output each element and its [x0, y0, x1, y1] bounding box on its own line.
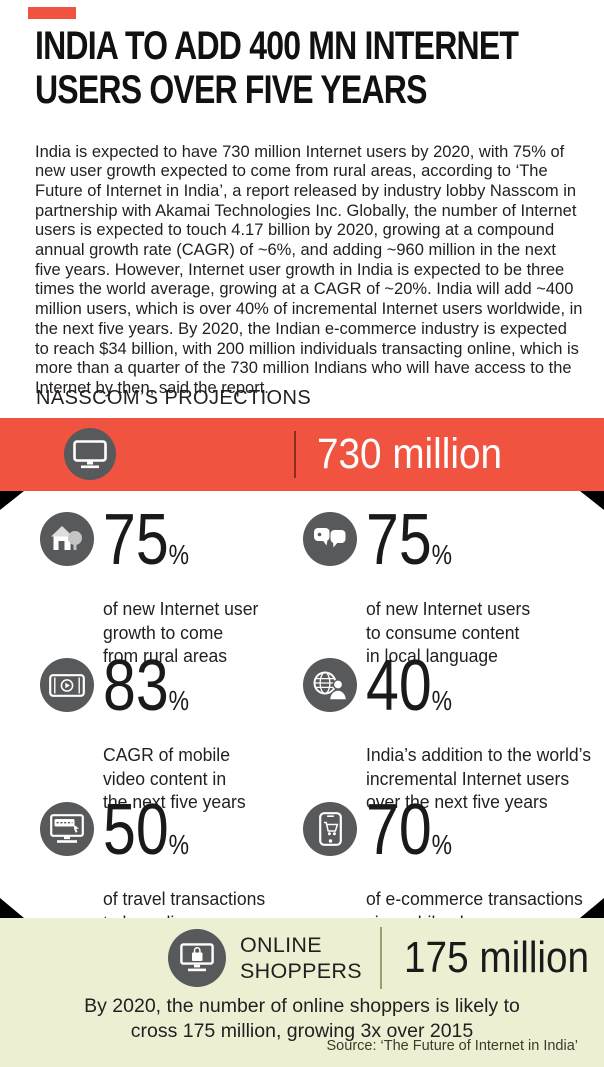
stat-caption: of new Internet users to consume content… — [366, 598, 531, 666]
mobile-shopping-icon — [303, 802, 357, 856]
stat-value: 75% — [103, 500, 190, 580]
corner-triangle — [0, 898, 24, 918]
shoppers-caption: By 2020, the number of online shoppers i… — [84, 995, 520, 1042]
stats-grid: 75% of new Internet user growth to come … — [40, 504, 600, 934]
stat-value: 50% — [103, 790, 190, 870]
stat-value: 40% — [366, 646, 453, 726]
total-users-banner: 730 million — [0, 418, 604, 491]
speech-bubbles-icon — [303, 512, 357, 566]
title-line-2: USERS OVER FIVE YEARS — [35, 68, 427, 112]
banner-divider — [294, 431, 296, 478]
globe-user-icon — [303, 658, 357, 712]
stat-caption: CAGR of mobile video content in the next… — [103, 744, 246, 812]
stat-caption: of new Internet user growth to come from… — [103, 598, 259, 666]
stat-value: 70% — [366, 790, 453, 870]
stat-travel-online: 50% of travel transactions to be online — [40, 794, 303, 934]
corner-triangle — [0, 491, 24, 510]
stat-value: 75% — [366, 500, 453, 580]
corner-triangle — [580, 491, 604, 510]
stat-caption: India’s addition to the world’s incremen… — [366, 744, 592, 812]
title-line-1: INDIA TO ADD 400 MN INTERNET — [35, 24, 519, 68]
mobile-video-icon — [40, 658, 94, 712]
stat-mobile-video: 83% CAGR of mobile video content in the … — [40, 646, 303, 812]
stat-incremental-users: 40% India’s addition to the world’s incr… — [303, 646, 603, 812]
stat-value: 83% — [103, 646, 190, 726]
desktop-monitor-icon — [64, 428, 116, 480]
online-shoppers-label: ONLINE SHOPPERS — [240, 933, 362, 983]
online-shoppers-section: ONLINE SHOPPERS 175 million By 2020, the… — [0, 918, 604, 1067]
shoppers-divider — [379, 927, 382, 989]
page-title: INDIA TO ADD 400 MN INTERNET USERS OVER … — [35, 24, 519, 112]
stat-local-language: 75% of new Internet users to consume con… — [303, 500, 603, 666]
house-tree-icon — [40, 512, 94, 566]
intro-paragraph: India is expected to have 730 million In… — [35, 142, 583, 397]
stat-mobile-ecommerce: 70% of e-commerce transactions via mobil… — [303, 794, 603, 934]
stat-rural-growth: 75% of new Internet user growth to come … — [40, 500, 303, 666]
online-travel-icon — [40, 802, 94, 856]
red-accent-tab — [28, 7, 76, 19]
shoppers-value: 175 million — [403, 933, 589, 982]
banner-value: 730 million — [317, 430, 503, 478]
section-heading: NASSCOM’S PROJECTIONS — [36, 387, 312, 409]
source-credit: Source: ‘The Future of Internet in India… — [326, 1038, 578, 1054]
monitor-shopping-bag-icon — [168, 929, 226, 987]
corner-triangle — [580, 898, 604, 918]
